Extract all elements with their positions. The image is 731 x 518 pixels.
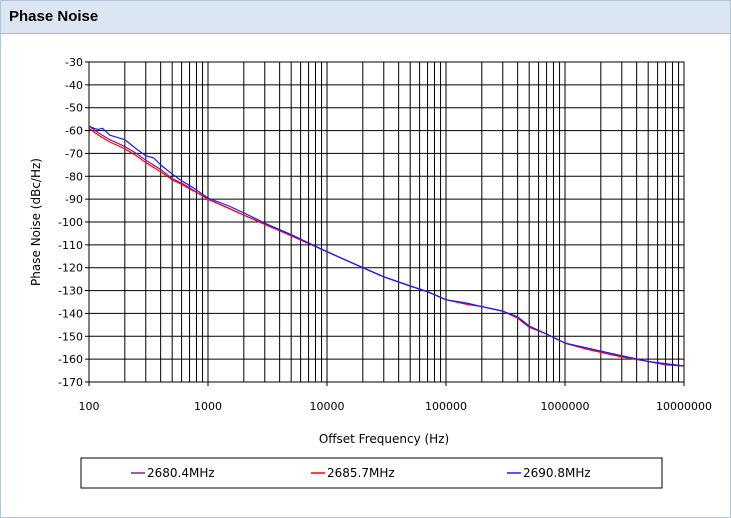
legend: 2680.4MHz 2685.7MHz 2690.8MHz [80,457,663,489]
y-tick-label: -60 [65,125,83,138]
legend-label-2: 2685.7MHz [327,466,395,480]
x-tick-label: 1000000 [541,400,590,413]
x-axis-label: Offset Frequency (Hz) [319,432,449,446]
y-tick-label: -50 [65,102,83,115]
y-tick-label: -80 [65,170,83,183]
x-tick-label: 1000 [194,400,222,413]
legend-label-1: 2680.4MHz [147,466,215,480]
x-tick-label: 100000 [425,400,467,413]
y-tick-label: -70 [65,147,83,160]
x-tick-label: 10000000 [656,400,712,413]
y-tick-label: -30 [65,56,83,69]
y-tick-label: -150 [58,330,83,343]
legend-box [80,457,663,489]
series-line-1 [88,125,685,367]
y-tick-label: -170 [58,376,83,389]
x-tick-label: 100 [79,400,100,413]
series-line-2 [88,127,685,367]
x-tick-label: 10000 [310,400,345,413]
y-tick-label: -160 [58,353,83,366]
y-tick-label: -120 [58,262,83,275]
y-axis-label: Phase Noise (dBc/Hz) [29,158,43,286]
grid [88,61,685,383]
legend-label-3: 2690.8MHz [523,466,591,480]
axis-ticks: -30 -40 -50 -60 -70 -80 -90 -100 -110 -120 -130 -14… [58,56,712,413]
y-tick-label: -110 [58,239,83,252]
series-lines [88,125,685,367]
panel-header: Phase Noise [1,1,730,34]
y-tick-label: -40 [65,79,83,92]
y-tick-label: -100 [58,216,83,229]
y-tick-label: -140 [58,307,83,320]
y-tick-label: -90 [65,193,83,206]
panel-title: Phase Noise [9,8,99,25]
series-line-3 [88,125,685,367]
y-tick-label: -130 [58,285,83,298]
